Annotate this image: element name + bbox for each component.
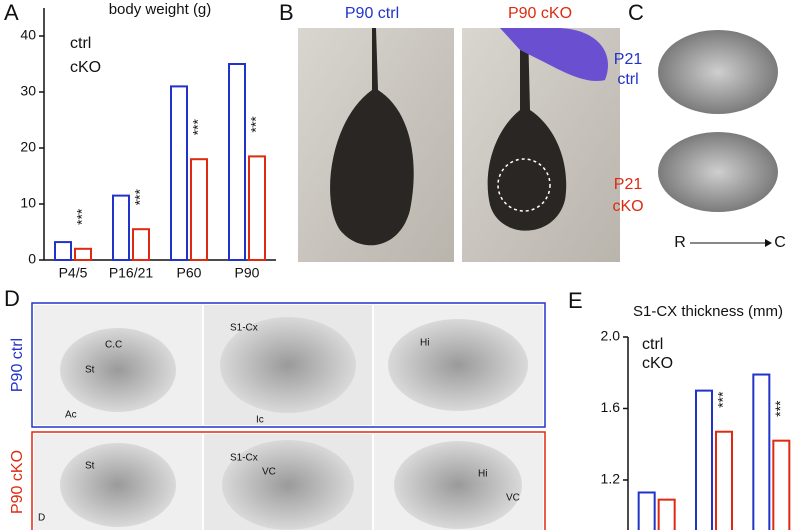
bar	[112, 194, 130, 262]
x-tick-label: P4/5	[59, 265, 88, 281]
panel-label: E	[568, 288, 583, 313]
y-tick-label: 1.6	[601, 399, 621, 415]
brain-label: cKO	[612, 198, 643, 215]
bar	[132, 228, 150, 261]
chart-title: body weight (g)	[109, 1, 212, 18]
region-label: VC	[262, 467, 276, 478]
row-label: P90 ctrl	[9, 338, 26, 392]
region-label: St	[85, 365, 95, 376]
region-label: VC	[506, 493, 520, 504]
panel-label: D	[4, 286, 20, 311]
y-tick-label: 20	[20, 139, 36, 155]
significance: ***	[132, 188, 148, 205]
axis-start: R	[674, 234, 686, 251]
bar	[190, 158, 208, 261]
bar	[772, 439, 791, 530]
region-label: Ic	[256, 415, 264, 426]
brain-label: ctrl	[617, 71, 638, 88]
brain-image	[658, 30, 778, 114]
bar	[695, 389, 713, 530]
legend-entry: cKO	[70, 59, 101, 76]
orientation-label: D	[38, 513, 45, 524]
slice	[60, 443, 176, 527]
y-tick-label: 40	[20, 27, 36, 43]
bar	[657, 498, 676, 530]
bar	[74, 247, 92, 262]
highlight-circle	[497, 158, 551, 212]
legend-entry: ctrl	[70, 35, 91, 52]
brain-label: P21	[614, 176, 643, 193]
slice	[388, 319, 528, 411]
panel-label: A	[4, 0, 19, 25]
region-label: S1-Cx	[230, 453, 258, 464]
y-tick-label: 30	[20, 83, 36, 99]
bar	[170, 85, 188, 262]
x-tick-label: P60	[177, 265, 202, 281]
legend-entry: cKO	[642, 355, 673, 372]
panel-label: C	[628, 0, 644, 25]
brain-label: P21	[614, 51, 643, 68]
bar	[54, 241, 72, 262]
significance: ***	[772, 400, 788, 417]
panel-label: B	[279, 0, 294, 25]
region-label: Hi	[478, 469, 487, 480]
legend-entry: ctrl	[642, 336, 663, 353]
mouse	[487, 28, 567, 231]
significance: ***	[248, 116, 264, 133]
bar	[248, 155, 266, 261]
bar	[715, 430, 733, 530]
x-tick-label: P90	[235, 265, 260, 281]
arrowhead	[765, 239, 772, 247]
region-label: C.C	[105, 340, 122, 351]
y-tick-label: 10	[20, 195, 36, 211]
x-tick-label: P16/21	[109, 265, 154, 281]
brain-image	[658, 132, 778, 212]
photo-label: P90 cKO	[508, 5, 572, 22]
significance: ***	[715, 391, 731, 408]
slice	[60, 328, 176, 412]
chart-title: S1-CX thickness (mm)	[633, 303, 783, 320]
significance: ***	[74, 208, 90, 225]
region-label: Ac	[65, 410, 77, 421]
bar	[752, 373, 771, 530]
axis-end: C	[774, 234, 786, 251]
y-tick-label: 2.0	[601, 328, 621, 344]
region-label: S1-Cx	[230, 323, 258, 334]
region-label: St	[85, 461, 95, 472]
photo-label: P90 ctrl	[345, 5, 399, 22]
slice	[222, 440, 354, 530]
significance: ***	[190, 118, 206, 135]
slice	[394, 441, 522, 529]
bar	[228, 63, 246, 261]
y-tick-label: 0	[28, 251, 36, 267]
row-label: P90 cKO	[9, 450, 26, 514]
glove	[500, 28, 608, 81]
region-label: Hi	[420, 338, 429, 349]
y-tick-label: 1.2	[601, 471, 621, 487]
bar	[637, 491, 656, 530]
mouse	[330, 28, 414, 246]
slice	[220, 317, 356, 413]
